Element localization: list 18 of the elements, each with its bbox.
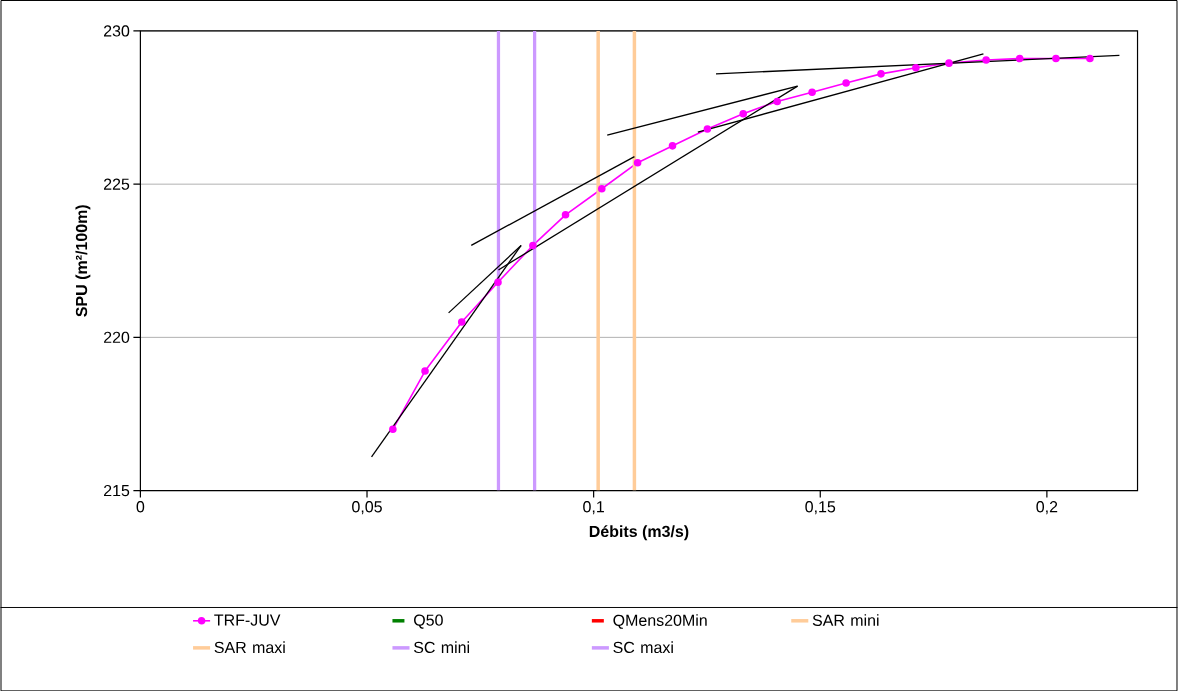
x-tick-label: 0,1	[583, 500, 604, 515]
legend-label: SC mini	[413, 641, 470, 653]
legend-label: SC maxi	[613, 641, 673, 653]
y-tick-label: 225	[103, 178, 130, 190]
x-tick-label: 0,05	[352, 500, 382, 515]
x-tick-label: 0,2	[1036, 500, 1058, 515]
legend-label: Q50	[414, 614, 443, 629]
legend-label: SAR maxi	[214, 641, 285, 653]
x-tick-label: 0	[136, 500, 145, 513]
x-tick-label: 0,15	[805, 500, 836, 515]
y-tick-label: 230	[103, 25, 130, 37]
x-axis-title: Débits (m3/s)	[589, 524, 689, 541]
y-tick-label: 215	[103, 484, 130, 497]
legend-label: QMens20Min	[613, 614, 707, 629]
legend-label: SAR mini	[812, 614, 879, 626]
y-tick-label: 220	[103, 331, 130, 343]
y-axis-title: SPU (m²/100m)	[75, 204, 91, 317]
legend-label: TRF-JUV	[214, 614, 281, 626]
